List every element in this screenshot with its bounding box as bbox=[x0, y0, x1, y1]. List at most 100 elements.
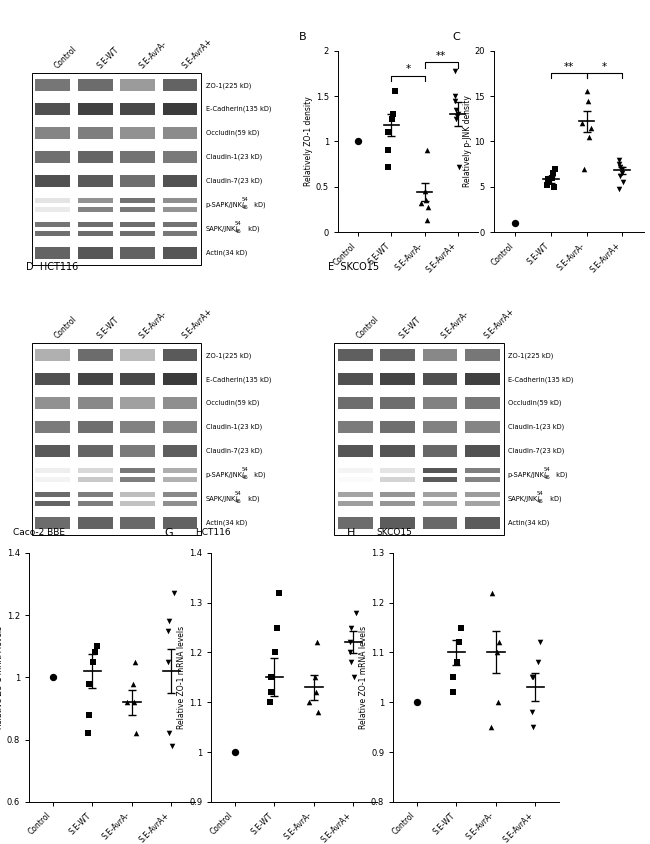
Point bbox=[122, 695, 133, 709]
Bar bbox=[78, 151, 112, 163]
Bar bbox=[465, 421, 500, 433]
Point bbox=[527, 670, 538, 684]
Text: Claudin-7(23 kD): Claudin-7(23 kD) bbox=[205, 178, 262, 184]
Point bbox=[454, 160, 464, 174]
Text: Claudin-7(23 kD): Claudin-7(23 kD) bbox=[205, 448, 262, 454]
Bar bbox=[32, 344, 202, 535]
Point bbox=[582, 84, 593, 98]
Bar bbox=[422, 517, 458, 529]
Bar bbox=[120, 208, 155, 212]
Point bbox=[345, 621, 356, 635]
Point bbox=[127, 677, 138, 690]
Point bbox=[453, 107, 463, 121]
Point bbox=[131, 727, 142, 740]
Text: E-Cadherin(135 kD): E-Cadherin(135 kD) bbox=[508, 376, 573, 382]
Bar bbox=[36, 517, 70, 529]
Text: Actin(34 kD): Actin(34 kD) bbox=[205, 520, 247, 526]
Text: C: C bbox=[452, 33, 460, 42]
Point bbox=[579, 162, 590, 176]
Y-axis label: Relatively ZO-1 density: Relatively ZO-1 density bbox=[304, 96, 313, 187]
Bar bbox=[422, 421, 458, 433]
Bar bbox=[465, 445, 500, 457]
Bar bbox=[338, 445, 372, 457]
Text: Claudin-1(23 kD): Claudin-1(23 kD) bbox=[508, 424, 564, 430]
Bar bbox=[422, 398, 458, 409]
Bar bbox=[120, 478, 155, 482]
Bar bbox=[36, 246, 70, 259]
Text: A  Caco-2 BBE: A Caco-2 BBE bbox=[26, 0, 96, 2]
Text: B: B bbox=[299, 33, 307, 42]
Point bbox=[311, 685, 321, 699]
Bar bbox=[422, 373, 458, 386]
Bar bbox=[422, 445, 458, 457]
Text: 54: 54 bbox=[543, 467, 551, 472]
Bar bbox=[465, 492, 500, 496]
Bar bbox=[380, 445, 415, 457]
Point bbox=[163, 614, 174, 628]
Text: 46: 46 bbox=[235, 229, 242, 234]
Text: Control: Control bbox=[53, 315, 79, 341]
Point bbox=[542, 178, 552, 192]
Bar bbox=[162, 79, 198, 91]
Bar bbox=[465, 517, 500, 529]
Bar bbox=[78, 468, 112, 473]
Bar bbox=[120, 445, 155, 457]
Bar bbox=[36, 501, 70, 506]
Bar bbox=[120, 421, 155, 433]
Bar bbox=[380, 492, 415, 496]
Point bbox=[617, 162, 627, 176]
Text: S.E-AvrA-: S.E-AvrA- bbox=[138, 310, 169, 341]
Point bbox=[129, 695, 139, 709]
Bar bbox=[162, 398, 198, 409]
Bar bbox=[78, 127, 112, 139]
Text: E-Cadherin(135 kD): E-Cadherin(135 kD) bbox=[205, 106, 271, 112]
Bar bbox=[78, 79, 112, 91]
Bar bbox=[465, 501, 500, 506]
Bar bbox=[36, 468, 70, 473]
Point bbox=[47, 670, 58, 684]
Point bbox=[450, 89, 460, 103]
Text: **: ** bbox=[564, 62, 574, 72]
Bar bbox=[422, 492, 458, 496]
Bar bbox=[120, 517, 155, 529]
Text: kD): kD) bbox=[548, 495, 562, 502]
Text: Actin(34 kD): Actin(34 kD) bbox=[508, 520, 549, 526]
Bar bbox=[36, 421, 70, 433]
Text: **: ** bbox=[436, 51, 447, 61]
Bar bbox=[120, 398, 155, 409]
Bar bbox=[162, 421, 198, 433]
Point bbox=[163, 655, 174, 668]
Text: *: * bbox=[406, 64, 410, 74]
Bar bbox=[162, 208, 198, 212]
Point bbox=[451, 112, 462, 126]
Point bbox=[90, 646, 100, 659]
Text: S.E-AvrA-: S.E-AvrA- bbox=[440, 310, 471, 341]
Point bbox=[345, 636, 356, 649]
Point bbox=[533, 656, 543, 669]
Text: S.E-AvrA+: S.E-AvrA+ bbox=[482, 307, 516, 341]
Point bbox=[527, 670, 538, 684]
Point bbox=[422, 143, 433, 157]
Point bbox=[548, 166, 558, 180]
Bar bbox=[465, 349, 500, 361]
Bar bbox=[78, 492, 112, 496]
Point bbox=[265, 695, 276, 709]
Point bbox=[415, 197, 426, 210]
Point bbox=[614, 153, 625, 166]
Point bbox=[382, 160, 393, 174]
Bar bbox=[380, 349, 415, 361]
Bar bbox=[78, 373, 112, 386]
Bar bbox=[162, 373, 198, 386]
Point bbox=[510, 216, 521, 230]
Text: 54: 54 bbox=[235, 490, 242, 495]
Point bbox=[312, 636, 322, 649]
Point bbox=[448, 685, 458, 699]
Bar bbox=[422, 501, 458, 506]
Bar bbox=[465, 373, 500, 386]
Text: G: G bbox=[165, 528, 174, 538]
Bar bbox=[162, 231, 198, 235]
Point bbox=[450, 64, 461, 78]
Bar bbox=[78, 478, 112, 482]
Bar bbox=[162, 103, 198, 116]
Point bbox=[348, 670, 359, 684]
